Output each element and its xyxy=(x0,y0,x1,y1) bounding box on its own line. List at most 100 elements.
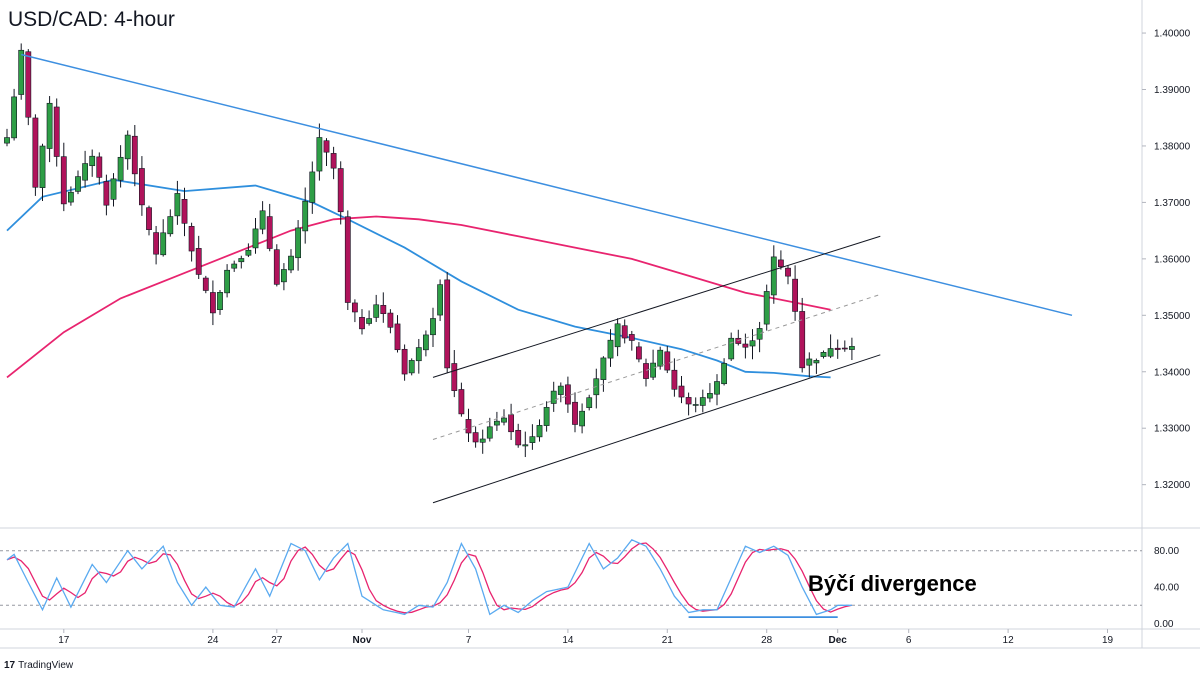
brand-name: TradingView xyxy=(18,660,74,671)
candle-body xyxy=(124,134,131,160)
candle-body xyxy=(777,259,784,268)
candle-body xyxy=(96,156,103,178)
candle-body xyxy=(344,216,351,303)
candle-body xyxy=(32,117,39,188)
candle-body xyxy=(266,216,273,249)
time-tick-label: 24 xyxy=(207,635,219,646)
candle-body xyxy=(586,397,593,408)
trend-line-0 xyxy=(21,53,1073,317)
stochastic-d-line xyxy=(6,542,853,614)
candle-body xyxy=(501,417,507,423)
candle-body xyxy=(465,419,472,434)
candle-body xyxy=(763,291,770,325)
time-tick-label: 19 xyxy=(1102,635,1114,646)
candle-body xyxy=(785,267,791,277)
candle-body xyxy=(351,302,358,313)
candle-body xyxy=(188,226,195,252)
candle-body xyxy=(153,232,159,255)
candle-body xyxy=(550,390,557,404)
candle-body xyxy=(224,269,230,294)
candle-body xyxy=(422,334,429,351)
candle-body xyxy=(792,278,798,312)
candle-body xyxy=(742,343,749,348)
candle-body xyxy=(834,347,841,350)
candle-body xyxy=(202,277,209,291)
candle-body xyxy=(131,135,138,175)
candle-body xyxy=(323,140,330,153)
candle-body xyxy=(706,393,713,399)
candle-body xyxy=(160,232,167,256)
moving-average-line-1 xyxy=(6,215,831,379)
stochastic-oscillator xyxy=(6,538,853,616)
candle-body xyxy=(728,337,735,360)
time-tick-label: 6 xyxy=(906,635,912,646)
candle-body xyxy=(25,51,32,118)
candle-body xyxy=(4,137,10,144)
candle-body xyxy=(39,145,46,188)
candle-body xyxy=(82,163,88,181)
time-tick-label: 27 xyxy=(271,635,283,646)
moving-average-line-0 xyxy=(6,178,831,379)
candle-body xyxy=(195,248,202,275)
time-axis-labels: 17 24 27 Nov 7 14 21 28 Dec 6 12 19 xyxy=(58,629,1113,646)
candle-body xyxy=(309,171,316,203)
candle-body xyxy=(600,357,607,380)
price-tick-label: 1.39000 xyxy=(1154,85,1191,96)
candle-body xyxy=(103,181,110,206)
oscillator-axis-labels: 80.00 40.00 0.00 xyxy=(1154,546,1179,630)
candle-body xyxy=(330,153,337,169)
price-tick-label: 1.38000 xyxy=(1154,141,1191,152)
candle-body xyxy=(117,156,124,181)
oscillator-tick-label: 80.00 xyxy=(1154,546,1179,557)
price-axis-labels: 1.40000 1.39000 1.38000 1.37000 1.36000 1.350… xyxy=(1142,29,1191,491)
price-tick-label: 1.40000 xyxy=(1154,29,1191,40)
candle-body xyxy=(373,304,380,318)
candle-body xyxy=(46,102,53,149)
candle-body xyxy=(493,420,500,426)
candle-body xyxy=(430,318,436,336)
time-tick-label: 21 xyxy=(662,635,674,646)
candle-body xyxy=(635,346,642,360)
candle-body xyxy=(806,358,813,366)
candle-body xyxy=(699,397,706,406)
candle-body xyxy=(486,426,493,439)
candle-body xyxy=(671,369,678,390)
candle-body xyxy=(579,410,585,427)
candle-body xyxy=(848,346,855,350)
candle-body xyxy=(685,397,692,405)
candle-body xyxy=(252,228,259,249)
oscillator-levels xyxy=(0,550,1142,606)
candle-body xyxy=(444,279,451,369)
trend-line-1 xyxy=(432,235,881,378)
candle-body xyxy=(508,414,514,433)
candle-body xyxy=(756,328,763,340)
price-tick-label: 1.37000 xyxy=(1154,198,1191,209)
candle-body xyxy=(692,404,699,406)
candle-body xyxy=(89,155,96,167)
price-tick-label: 1.36000 xyxy=(1154,254,1191,265)
price-tick-label: 1.32000 xyxy=(1154,480,1191,491)
time-tick-label: 14 xyxy=(562,635,574,646)
candle-body xyxy=(408,360,415,374)
price-tick-label: 1.34000 xyxy=(1154,367,1191,378)
candle-body xyxy=(380,305,387,314)
candle-body xyxy=(302,200,309,232)
candle-body xyxy=(770,256,777,296)
candle-body xyxy=(181,198,188,224)
candle-body xyxy=(273,249,280,285)
candle-body xyxy=(841,347,848,350)
time-tick-label: Dec xyxy=(829,635,848,646)
candle-body xyxy=(60,156,67,205)
candle-body xyxy=(75,176,81,192)
candle-body xyxy=(167,216,174,235)
candle-body xyxy=(657,349,664,367)
candle-body xyxy=(366,318,372,324)
candle-body xyxy=(664,351,671,371)
candle-body xyxy=(827,348,834,357)
candle-body xyxy=(472,432,479,443)
candle-body xyxy=(288,255,294,271)
candle-body xyxy=(721,363,727,385)
moving-averages xyxy=(6,178,831,379)
time-tick-label: 12 xyxy=(1003,635,1015,646)
